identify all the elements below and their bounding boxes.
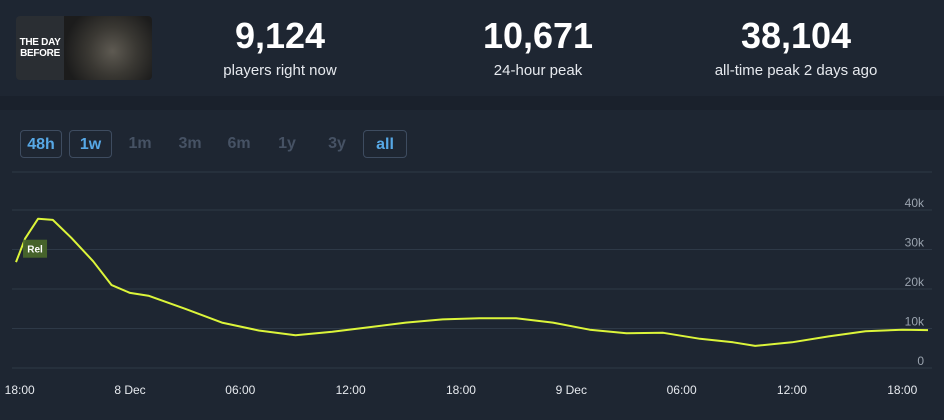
x-tick-label-6: 06:00 bbox=[667, 383, 697, 397]
x-tick-label-1: 8 Dec bbox=[114, 383, 145, 397]
chart-panel: 48h 1w 1m 3m 6m 1y 3y all 0 10k 20k 30k 40k … bbox=[0, 110, 944, 420]
range-48h-button[interactable]: 48h bbox=[20, 130, 62, 158]
x-tick-label-2: 06:00 bbox=[225, 383, 255, 397]
series-line-0 bbox=[15, 217, 929, 347]
logo-line-1: THE DAY bbox=[19, 37, 61, 48]
x-tick-label-5: 9 Dec bbox=[556, 383, 587, 397]
range-all-button[interactable]: all bbox=[363, 130, 407, 158]
y-tick-label-1: 10k bbox=[905, 315, 925, 329]
stat-current-players: 9,124 players right now bbox=[170, 14, 390, 79]
chart-grid bbox=[12, 171, 932, 369]
release-marker-label: Rel bbox=[27, 245, 43, 256]
x-axis-ticks: 18:00 8 Dec 06:00 12:00 18:00 9 Dec 06:00 12:00… bbox=[5, 383, 918, 397]
x-tick-label-0: 18:00 bbox=[5, 383, 35, 397]
range-6m-button[interactable]: 6m bbox=[227, 135, 251, 152]
stat-all-time-peak: 38,104 all-time peak 2 days ago bbox=[686, 14, 906, 79]
logo-line-2: BEFORE bbox=[20, 48, 60, 59]
stat-24h-peak: 10,671 24-hour peak bbox=[428, 14, 648, 79]
release-marker-box bbox=[23, 239, 48, 258]
range-1y-button[interactable]: 1y bbox=[278, 135, 296, 152]
y-tick-label-0: 0 bbox=[917, 354, 924, 368]
all-time-peak-value: 38,104 bbox=[740, 15, 852, 56]
range-3m-button[interactable]: 3m bbox=[178, 135, 202, 152]
x-tick-label-3: 12:00 bbox=[336, 383, 366, 397]
x-tick-label-4: 18:00 bbox=[446, 383, 476, 397]
x-tick-label-7: 12:00 bbox=[777, 383, 807, 397]
all-time-peak-label: all-time peak 2 days ago bbox=[714, 62, 878, 79]
y-axis-ticks: 0 10k 20k 30k 40k bbox=[905, 196, 925, 368]
character-portrait-image bbox=[64, 16, 152, 80]
range-3y-button[interactable]: 3y bbox=[328, 135, 346, 152]
peak-24h-label: 24-hour peak bbox=[493, 62, 583, 79]
y-tick-label-3: 30k bbox=[905, 236, 925, 250]
series-layer bbox=[15, 217, 929, 347]
game-logo: THE DAY BEFORE bbox=[16, 16, 64, 80]
player-count-chart[interactable]: 0 10k 20k 30k 40k 18:00 8 Dec 06:00 12:00 18:00 9… bbox=[0, 110, 944, 420]
current-players-label: players right now bbox=[223, 62, 337, 79]
peak-24h-value: 10,671 bbox=[482, 15, 594, 56]
y-tick-label-2: 20k bbox=[905, 275, 925, 289]
release-marker-layer: Rel bbox=[23, 239, 48, 258]
current-players-value: 9,124 bbox=[234, 15, 326, 56]
game-cover-art[interactable]: THE DAY BEFORE bbox=[16, 16, 152, 80]
x-tick-label-8: 18:00 bbox=[887, 383, 917, 397]
range-1m-button[interactable]: 1m bbox=[128, 135, 152, 152]
y-tick-label-4: 40k bbox=[905, 196, 925, 210]
range-1w-button[interactable]: 1w bbox=[69, 130, 112, 158]
stats-panel: THE DAY BEFORE 9,124 players right now 1… bbox=[0, 0, 944, 96]
